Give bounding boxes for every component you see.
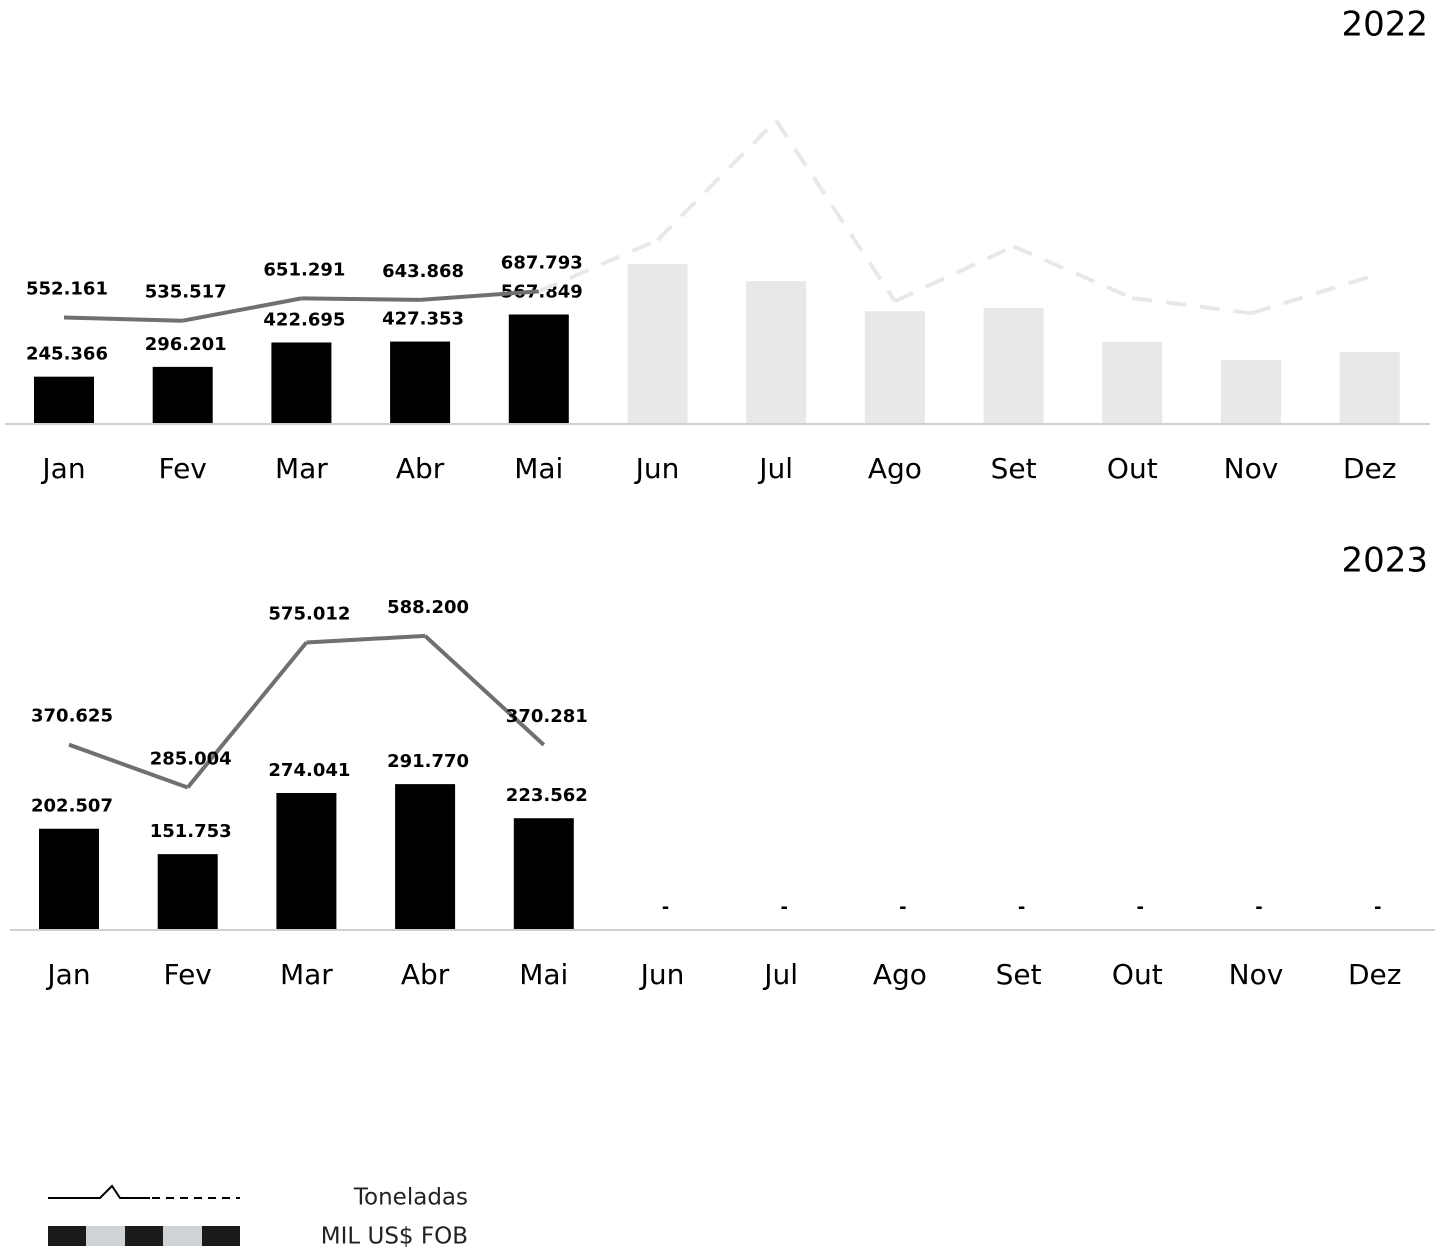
line-value-label: 575.012 (268, 603, 350, 624)
bar-value-label: - (662, 897, 669, 918)
x-tick-label: Out (1107, 452, 1158, 485)
line-segment (301, 296, 421, 302)
bar-value-label: - (780, 897, 787, 918)
line-segment (1012, 244, 1134, 300)
bar (508, 314, 569, 424)
bar (746, 281, 807, 424)
line-segment (1132, 296, 1252, 316)
legend-bar-icon (202, 1226, 240, 1246)
bar (864, 311, 925, 424)
line-segment (538, 238, 659, 294)
x-tick-label: Jun (639, 958, 685, 991)
bar (627, 264, 688, 424)
bar-value-label: - (1137, 897, 1144, 918)
bar (1221, 360, 1281, 424)
bar-value-label: - (1374, 897, 1381, 918)
x-tick-label: Nov (1224, 452, 1279, 485)
bar (276, 792, 337, 930)
legend: Toneladas MIL US$ FOB (48, 1184, 468, 1249)
bar (983, 308, 1044, 424)
line-segment (423, 634, 546, 747)
legend-bar-icon (163, 1226, 202, 1246)
line-segment (894, 244, 1015, 303)
line-segment (306, 633, 426, 645)
line-segment (63, 315, 183, 323)
bar (271, 342, 332, 424)
line-value-label: 643.868 (382, 261, 464, 282)
bar-value-label: 274.041 (268, 760, 350, 781)
x-tick-label: Abr (396, 452, 445, 485)
bar-value-label: 291.770 (387, 751, 469, 772)
bar (39, 828, 99, 930)
line-segment (186, 641, 308, 789)
bar-value-label: - (1018, 897, 1025, 918)
x-tick-label: Nov (1229, 958, 1284, 991)
legend-line-icon (48, 1184, 150, 1199)
x-tick-label: Fev (164, 958, 212, 991)
line-segment (419, 289, 539, 302)
bar-value-label: 151.753 (150, 821, 232, 842)
x-tick-label: Dez (1343, 452, 1396, 485)
bar (1339, 352, 1400, 424)
x-tick-label: Fev (159, 452, 207, 485)
panel-title: 2023 (1341, 541, 1428, 581)
line-value-label: 651.291 (263, 259, 345, 280)
x-tick-label: Out (1112, 958, 1163, 991)
x-tick-label: Ago (873, 958, 927, 991)
legend-bar-icon (48, 1226, 86, 1246)
legend-label: Toneladas (353, 1185, 468, 1211)
bar-value-label: 202.507 (31, 796, 113, 817)
x-tick-label: Set (991, 452, 1037, 485)
bar (152, 366, 213, 424)
bar-value-label: 245.366 (26, 344, 108, 365)
x-tick-label: Jun (634, 452, 680, 485)
bar-value-label: 427.353 (382, 309, 464, 330)
bar-value-label: - (899, 897, 906, 918)
line-value-label: 370.625 (31, 706, 113, 727)
line-value-label: 588.200 (387, 597, 469, 618)
line-value-label: 552.161 (26, 279, 108, 300)
line-value-label: 370.281 (506, 706, 588, 727)
line-value-label: 687.793 (501, 252, 583, 273)
bar (390, 341, 451, 424)
bar (1102, 342, 1163, 424)
bar-value-label: - (1255, 897, 1262, 918)
line-value-label: 285.004 (150, 748, 232, 769)
legend-bar-icon (86, 1226, 125, 1246)
bar (395, 784, 456, 930)
panel-title: 2022 (1341, 5, 1428, 45)
x-tick-label: Jan (40, 452, 85, 485)
x-tick-label: Mar (280, 958, 333, 991)
bar-value-label: 296.201 (145, 334, 227, 355)
x-tick-label: Set (996, 958, 1042, 991)
bar (34, 376, 94, 424)
legend-label: MIL US$ FOB (321, 1224, 468, 1249)
line-segment (68, 742, 189, 790)
x-tick-label: Mai (514, 452, 563, 485)
line-segment (1250, 274, 1371, 316)
legend-bar-icon (125, 1226, 163, 1246)
x-tick-label: Dez (1348, 958, 1401, 991)
line-segment (774, 119, 897, 303)
x-tick-label: Abr (401, 958, 450, 991)
x-tick-label: Jan (45, 958, 90, 991)
bar-value-label: 223.562 (506, 785, 588, 806)
line-segment (182, 296, 302, 323)
x-tick-label: Mai (519, 958, 568, 991)
line-segment (656, 119, 778, 242)
x-tick-label: Jul (757, 452, 793, 485)
x-tick-label: Mar (275, 452, 328, 485)
x-tick-label: Jul (762, 958, 798, 991)
x-tick-label: Ago (868, 452, 922, 485)
bar (513, 818, 574, 930)
line-value-label: 535.517 (145, 282, 227, 303)
bar (157, 854, 218, 930)
bar-value-label: 422.695 (263, 309, 345, 330)
